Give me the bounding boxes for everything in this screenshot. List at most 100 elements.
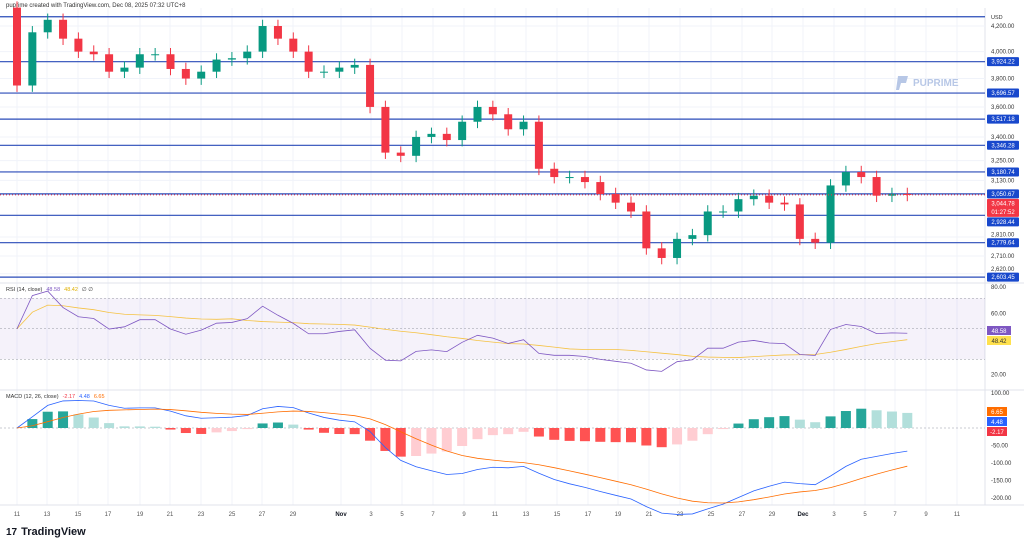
macd-histogram-bar (257, 423, 268, 428)
x-tick-label: 9 (462, 512, 466, 518)
rsi-value-tag-label: 48.58 (991, 329, 1007, 335)
macd-tick-label: -100.00 (991, 461, 1012, 467)
macd-value-tag-label: -2.17 (990, 430, 1004, 436)
candle-body (642, 211, 651, 249)
macd-histogram-bar (411, 428, 422, 456)
candle-body (703, 211, 712, 236)
candle-countdown: 01:27:52 (991, 210, 1015, 216)
price-tick-label: 2,710.00 (991, 254, 1015, 260)
rsi-extra: ∅ ∅ (82, 286, 93, 293)
candle-body (903, 193, 912, 195)
level-price-label: 3,050.67 (991, 192, 1015, 198)
tradingview-brand: TradingView (21, 526, 86, 538)
macd-tick-label: -50.00 (991, 444, 1009, 450)
puprime-watermark: PUPRIME (895, 75, 959, 91)
candle-body (289, 38, 298, 52)
candle-body (74, 38, 83, 52)
candle-body (565, 177, 574, 179)
macd-histogram-bar (272, 422, 283, 428)
rsi-tick-label: 20.00 (991, 373, 1007, 379)
macd-histogram-bar (672, 428, 683, 445)
candle-body (212, 59, 221, 72)
macd-histogram-bar (365, 428, 376, 441)
candle-body (396, 152, 405, 156)
macd-histogram-bar (196, 428, 207, 434)
x-tick-label: 21 (167, 512, 174, 518)
macd-histogram-bar (641, 428, 652, 446)
macd-histogram-bar (211, 428, 222, 433)
candle-body (28, 32, 37, 86)
candle-body (273, 26, 282, 39)
candle-body (811, 238, 820, 243)
x-tick-label: 17 (585, 512, 592, 518)
x-tick-label: 23 (677, 512, 684, 518)
price-tick-label: 4,200.00 (991, 24, 1015, 30)
rsi-title: RSI (14, close) (6, 287, 43, 293)
watermark-text: PUPRIME (913, 77, 959, 89)
price-tick-label: 3,600.00 (991, 105, 1015, 111)
rsi-tick-label: 80.00 (991, 285, 1007, 291)
macd-histogram-bar (487, 428, 498, 436)
candle-body (120, 67, 129, 72)
level-price-label: 3,924.22 (991, 60, 1015, 66)
candle-body (780, 202, 789, 205)
candle-body (534, 121, 543, 169)
price-tick-label: 3,130.00 (991, 178, 1015, 184)
macd-histogram-bar (73, 414, 84, 428)
candle-body (719, 211, 728, 213)
macd-histogram-bar (610, 428, 621, 443)
macd-tick-label: 100.00 (991, 391, 1010, 397)
candle-body (427, 133, 436, 137)
x-tick-label: 3 (369, 512, 373, 518)
level-price-label: 2,779.64 (991, 241, 1015, 247)
chart-caption: puprime created with TradingView.com, De… (6, 3, 186, 9)
x-tick-label: 3 (832, 512, 836, 518)
candle-body (550, 168, 559, 178)
x-tick-label: 9 (924, 512, 928, 518)
candle-body (105, 54, 114, 72)
macd-histogram-bar (226, 428, 237, 432)
macd-histogram-bar (88, 417, 99, 428)
level-price-tag (987, 140, 1019, 150)
level-price-label: 2,603.45 (991, 275, 1015, 281)
candle-body (89, 51, 98, 55)
candle-body (473, 106, 482, 122)
x-tick-label: 21 (646, 512, 653, 518)
rsi-ma-line (16, 304, 908, 358)
candle-body (657, 248, 666, 258)
macd-value-tag (987, 407, 1007, 416)
x-tick-label: 27 (739, 512, 746, 518)
macd-histogram-bar (764, 417, 775, 428)
macd-histogram-bar (349, 428, 360, 435)
x-tick-label: 15 (554, 512, 561, 518)
macd-histogram-bar (104, 423, 115, 428)
last-price-tag (987, 198, 1019, 217)
macd-value-tag-label: 4.48 (991, 420, 1003, 426)
x-tick-label: 23 (198, 512, 205, 518)
price-tick-label: 2,620.00 (991, 267, 1015, 273)
macd-histogram-bar (380, 428, 391, 451)
level-price-label: 2,928.44 (991, 220, 1015, 226)
price-tick-label: 3,800.00 (991, 77, 1015, 83)
candle-body (197, 71, 206, 79)
candle-body (749, 195, 758, 200)
level-price-tag (987, 57, 1019, 67)
tradingview-logo[interactable]: 17 TradingView (6, 526, 86, 538)
macd-histogram-bar (395, 428, 406, 457)
x-tick-label: 27 (259, 512, 266, 518)
level-price-tag (987, 217, 1019, 227)
candle-body (688, 235, 697, 239)
macd-histogram-bar (748, 419, 759, 428)
macd-histogram-bar (533, 428, 544, 437)
candle-body (857, 172, 866, 178)
level-price-label: 3,346.28 (991, 143, 1015, 149)
x-tick-label: 7 (431, 512, 435, 518)
x-tick-label: 11 (14, 512, 21, 518)
x-tick-label: 11 (954, 512, 961, 518)
price-tick-label: 4,000.00 (991, 50, 1015, 56)
candle-body (442, 133, 451, 141)
signal-line (16, 408, 908, 504)
candle-body (580, 177, 589, 183)
macd-histogram-bar (779, 416, 790, 428)
